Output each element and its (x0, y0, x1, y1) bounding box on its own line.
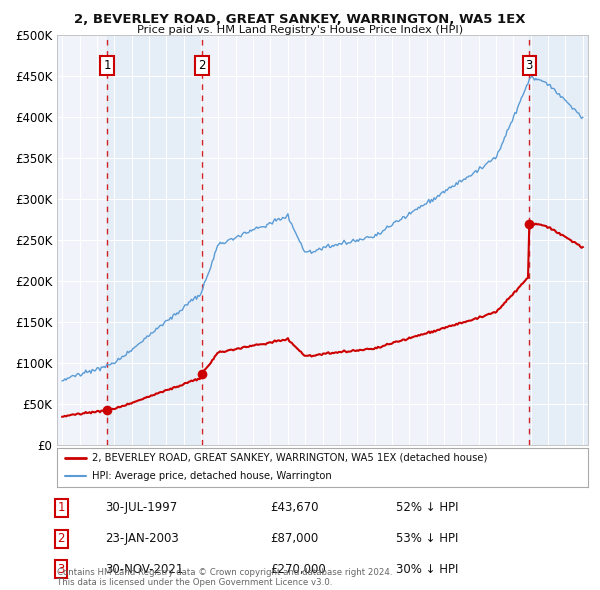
Text: 3: 3 (58, 563, 65, 576)
Text: Contains HM Land Registry data © Crown copyright and database right 2024.
This d: Contains HM Land Registry data © Crown c… (57, 568, 392, 587)
Text: 2, BEVERLEY ROAD, GREAT SANKEY, WARRINGTON, WA5 1EX: 2, BEVERLEY ROAD, GREAT SANKEY, WARRINGT… (74, 13, 526, 26)
Text: 1: 1 (103, 59, 110, 72)
Text: 2, BEVERLEY ROAD, GREAT SANKEY, WARRINGTON, WA5 1EX (detached house): 2, BEVERLEY ROAD, GREAT SANKEY, WARRINGT… (92, 453, 487, 463)
Text: 2: 2 (58, 532, 65, 545)
Text: £270,000: £270,000 (270, 563, 326, 576)
Text: £43,670: £43,670 (270, 502, 319, 514)
Text: 30-NOV-2021: 30-NOV-2021 (105, 563, 184, 576)
Bar (107, 35, 202, 445)
Text: HPI: Average price, detached house, Warrington: HPI: Average price, detached house, Warr… (92, 471, 331, 481)
Text: 53% ↓ HPI: 53% ↓ HPI (396, 532, 458, 545)
Text: 30% ↓ HPI: 30% ↓ HPI (396, 563, 458, 576)
Text: 2: 2 (198, 59, 206, 72)
Text: 23-JAN-2003: 23-JAN-2003 (105, 532, 179, 545)
Text: 3: 3 (526, 59, 533, 72)
Text: 1: 1 (58, 502, 65, 514)
Text: Price paid vs. HM Land Registry's House Price Index (HPI): Price paid vs. HM Land Registry's House … (137, 25, 463, 35)
Text: £87,000: £87,000 (270, 532, 318, 545)
Text: 52% ↓ HPI: 52% ↓ HPI (396, 502, 458, 514)
Text: 30-JUL-1997: 30-JUL-1997 (105, 502, 177, 514)
Bar (529, 35, 588, 445)
